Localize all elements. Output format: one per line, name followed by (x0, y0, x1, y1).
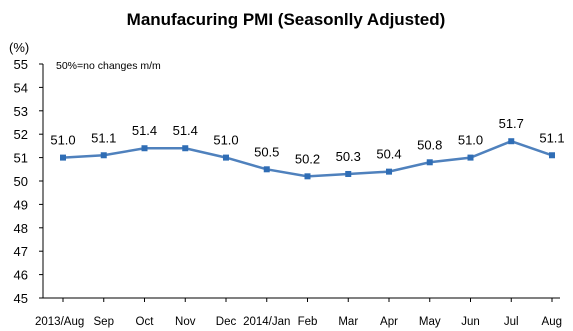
y-tick-label: 47 (14, 244, 28, 259)
data-label: 51.4 (173, 123, 198, 138)
data-label: 50.4 (376, 147, 401, 162)
y-tick-label: 51 (14, 151, 28, 166)
x-tick-label: Feb (298, 316, 318, 328)
x-tick-label: Sep (94, 316, 114, 328)
data-label: 50.8 (417, 137, 442, 152)
data-point (263, 166, 270, 173)
data-label: 51.0 (50, 133, 75, 148)
y-tick-label: 49 (14, 197, 28, 212)
data-label: 51.1 (539, 130, 564, 145)
data-label: 50.2 (295, 151, 320, 166)
data-label: 50.3 (336, 149, 361, 164)
data-labels: 51.0 51.1 51.4 51.4 51.0 50.5 50.2 50.3 50.4 50.8… (50, 116, 564, 166)
x-tick-label: Dec (216, 316, 237, 328)
data-label: 50.5 (254, 144, 279, 159)
data-point (304, 173, 311, 180)
data-label: 51.0 (458, 133, 483, 148)
data-point (386, 168, 392, 175)
data-point (426, 159, 433, 166)
y-tick-label: 53 (14, 104, 28, 119)
y-tick-label: 48 (14, 221, 28, 236)
y-tick-label: 46 (14, 268, 28, 283)
data-label: 51.1 (91, 130, 116, 145)
data-point (182, 145, 189, 152)
y-tick-label: 45 (14, 291, 28, 306)
data-point (508, 138, 515, 145)
x-tick-label: Jun (461, 316, 480, 328)
x-tick-label: Mar (338, 316, 358, 328)
x-tick-label: Apr (380, 316, 398, 328)
data-label: 51.4 (132, 123, 157, 138)
x-tick-label: Oct (136, 316, 155, 328)
data-point (549, 152, 555, 159)
chart-annotation: 50%=no changes m/m (56, 60, 161, 72)
chart-title: Manufacuring PMI (Seasonlly Adjusted) (127, 10, 446, 29)
x-tick-label: Jul (504, 316, 519, 328)
x-tick-label: 2013/Aug (35, 316, 84, 328)
chart-axes (42, 64, 560, 299)
data-markers (60, 138, 555, 180)
x-tick-label: 2014/Jan (243, 316, 290, 328)
y-axis-unit-label: (%) (9, 40, 29, 55)
y-tick-label: 50 (14, 174, 28, 189)
data-point (60, 154, 66, 161)
data-point (223, 154, 229, 161)
y-tick-label: 55 (14, 57, 28, 72)
y-tick-label: 52 (14, 127, 28, 142)
x-tick-label: May (419, 316, 441, 328)
data-point (467, 154, 474, 161)
y-axis-ticks: 55 54 53 52 51 50 49 48 47 46 45 (14, 57, 43, 306)
data-label: 51.0 (213, 133, 238, 148)
x-axis-ticks: 2013/Aug Sep Oct Nov Dec 2014/Jan Feb Mar Apr May… (35, 298, 562, 328)
data-label: 51.7 (499, 116, 524, 131)
y-tick-label: 54 (14, 80, 28, 95)
data-point (141, 145, 148, 152)
data-point (345, 170, 352, 177)
data-point (100, 152, 107, 159)
x-tick-label: Nov (175, 316, 196, 328)
x-tick-label: Aug (542, 316, 562, 328)
